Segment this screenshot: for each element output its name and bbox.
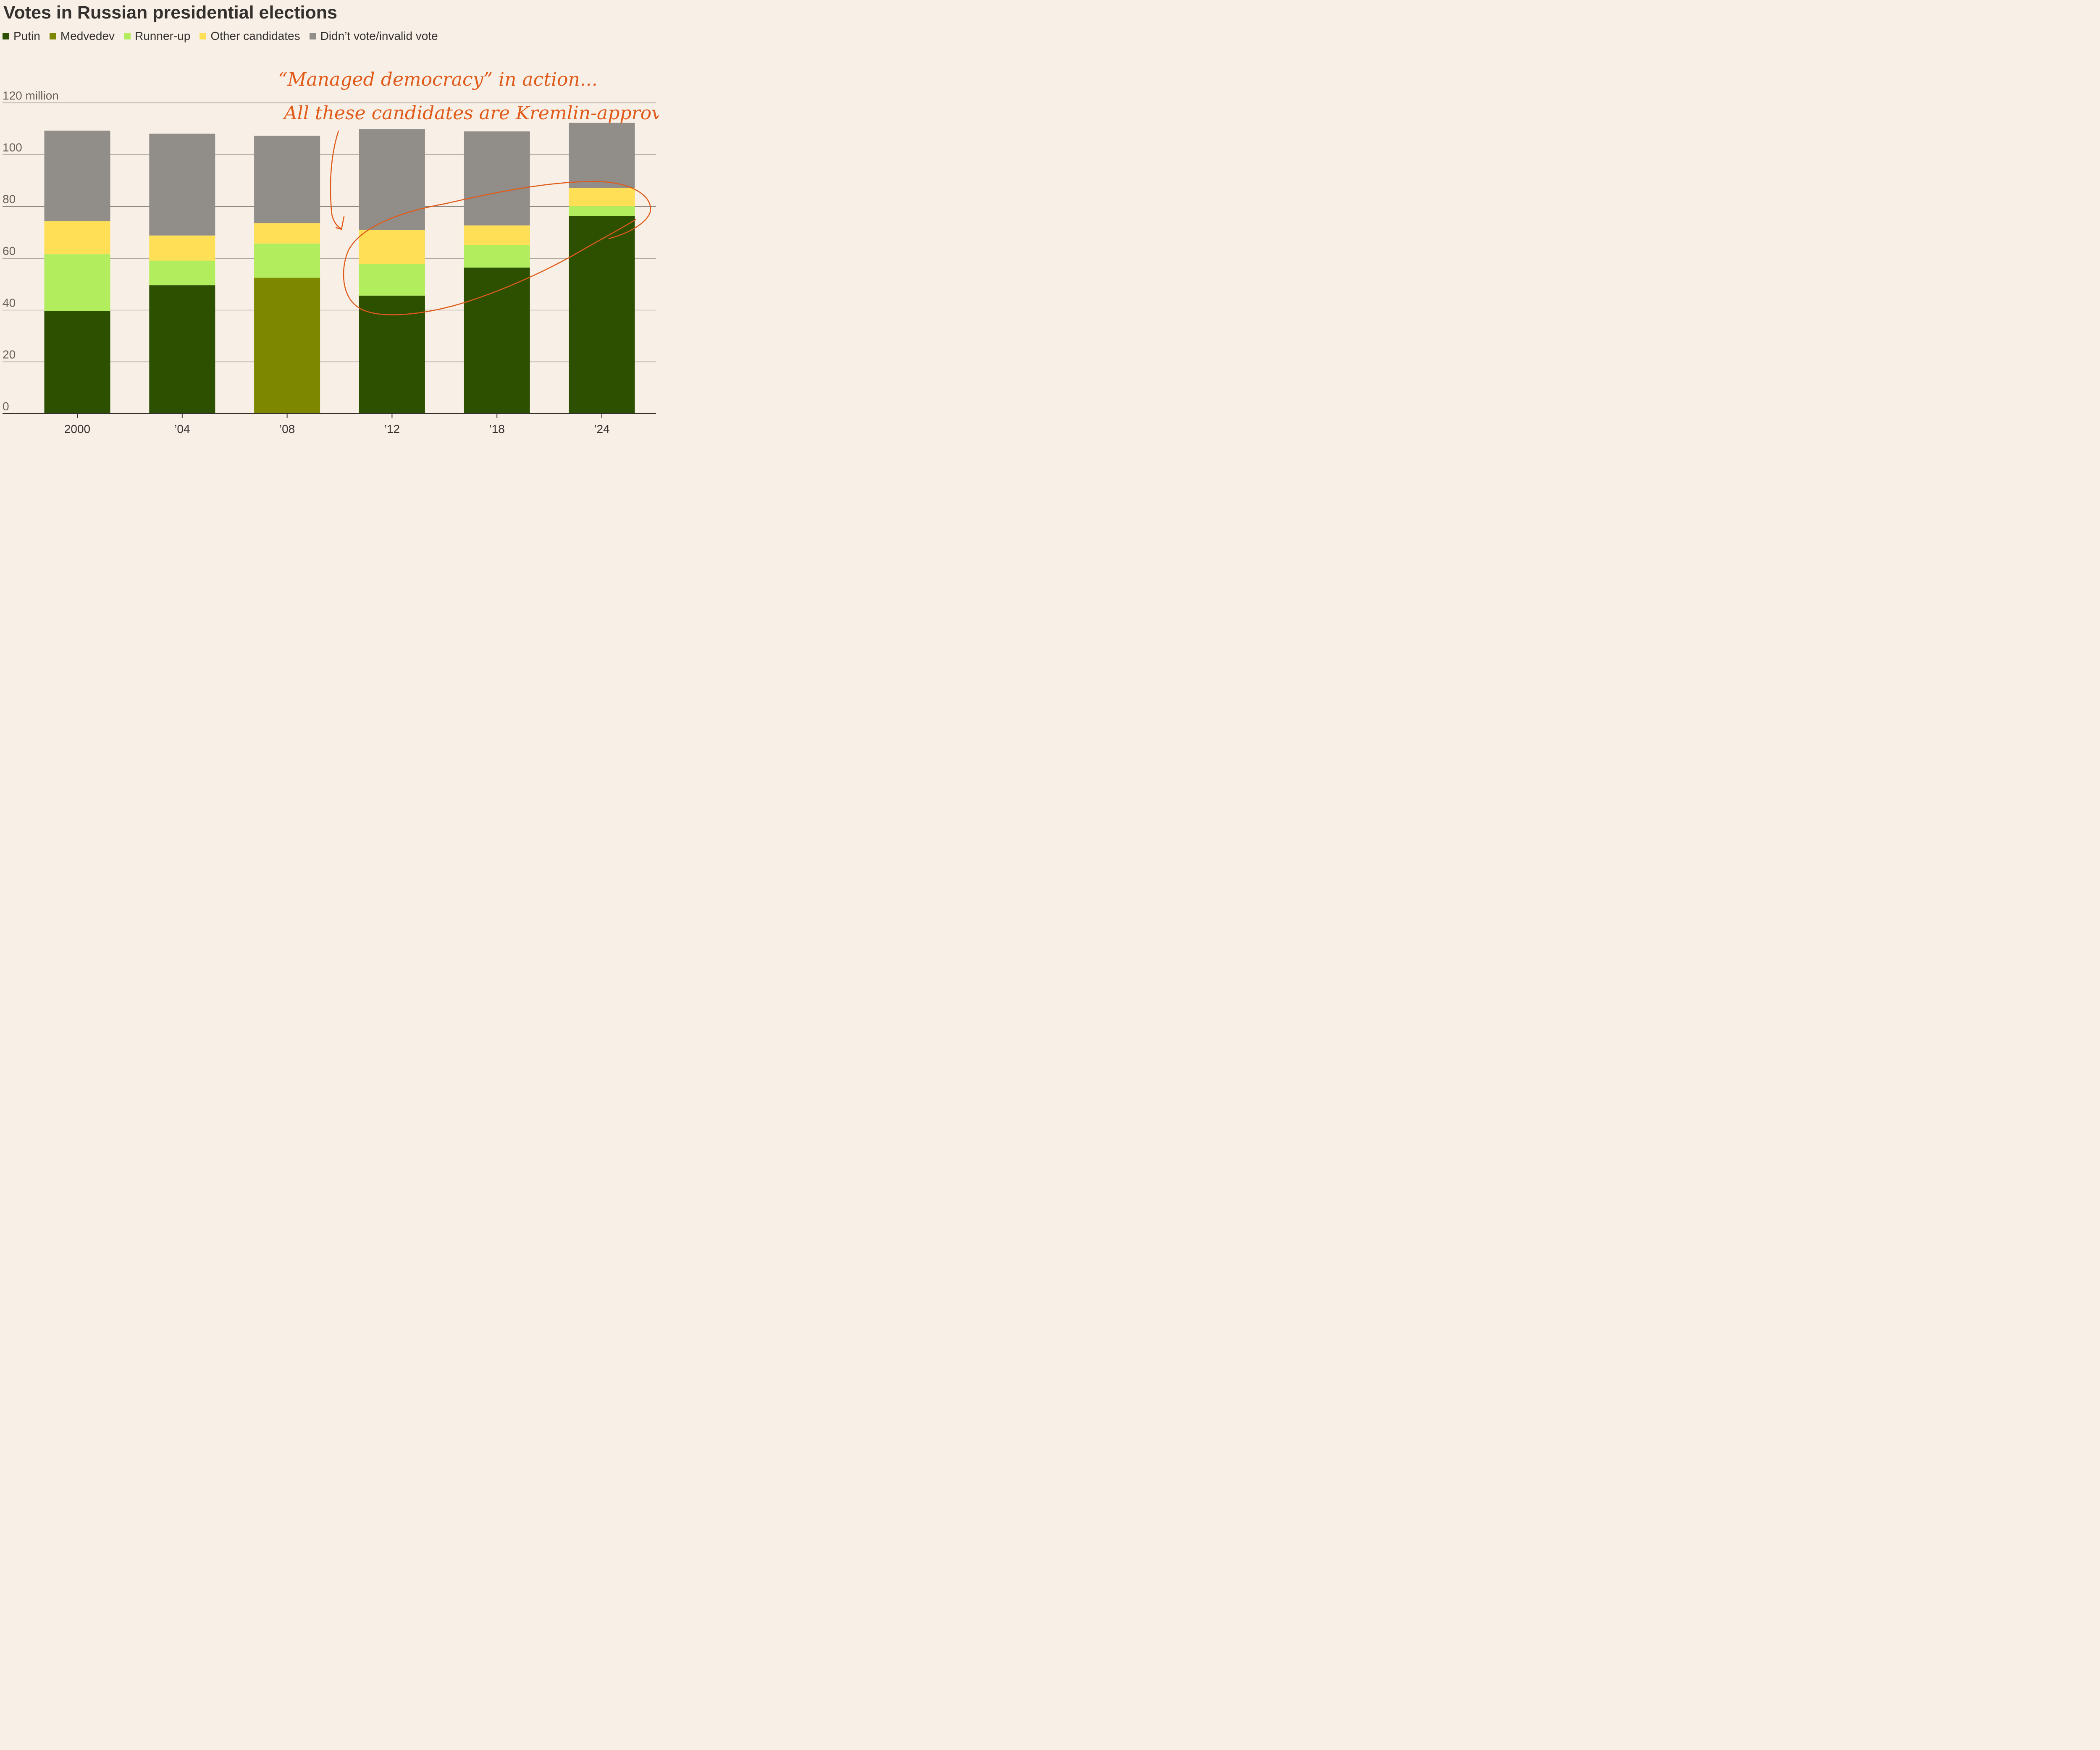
bar-08-other-candidates bbox=[254, 223, 320, 244]
y-tick-label-80: 80 bbox=[3, 193, 16, 206]
y-tick-label-40: 40 bbox=[3, 296, 16, 309]
legend-item-medvedev: Medvedev bbox=[49, 29, 115, 43]
legend: Putin Medvedev Runner-up Other candidate… bbox=[3, 29, 447, 43]
x-tick-label-08: ’08 bbox=[279, 422, 295, 436]
bar-2000-other-candidates bbox=[44, 221, 110, 254]
x-tick-label-18: ’18 bbox=[489, 422, 505, 436]
y-tick-label-20: 20 bbox=[3, 348, 16, 361]
annotation-circle bbox=[343, 181, 651, 315]
legend-swatch-putin bbox=[3, 33, 9, 39]
bar-18-putin bbox=[464, 268, 530, 414]
chart-title: Votes in Russian presidential elections bbox=[3, 3, 337, 23]
bar-24-didn-t-vote-invalid-vote bbox=[569, 123, 635, 188]
stacked-bar-chart: 0 20 40 60 80 100 120 million 2000 ’04 ’08 ’12 ’18… bbox=[3, 69, 659, 436]
legend-swatch-didnt-vote bbox=[309, 33, 316, 39]
annotation-line-1: “Managed democracy” in action... bbox=[278, 69, 598, 90]
legend-item-other-candidates: Other candidates bbox=[200, 29, 300, 43]
x-axis-ticks: 2000 ’04 ’08 ’12 ’18 ’24 bbox=[64, 414, 610, 436]
x-tick-label-24: ’24 bbox=[594, 422, 609, 436]
y-tick-label-60: 60 bbox=[3, 244, 16, 257]
bar-08-didn-t-vote-invalid-vote bbox=[254, 136, 320, 223]
bar-12-didn-t-vote-invalid-vote bbox=[359, 129, 425, 230]
legend-label-putin: Putin bbox=[13, 29, 40, 42]
y-tick-label-120: 120 million bbox=[3, 89, 59, 102]
annotation-arrowhead bbox=[335, 216, 345, 230]
bar-08-medvedev bbox=[254, 278, 320, 414]
legend-label-other-candidates: Other candidates bbox=[210, 29, 300, 42]
legend-label-didnt-vote: Didn’t vote/invalid vote bbox=[320, 29, 438, 42]
legend-swatch-other-candidates bbox=[200, 33, 207, 39]
y-tick-label-0: 0 bbox=[3, 400, 9, 413]
bar-04-putin bbox=[149, 285, 215, 414]
bar-04-runner-up bbox=[149, 260, 215, 286]
legend-item-runner-up: Runner-up bbox=[124, 29, 190, 43]
annotation-line-2: All these candidates are Kremlin-approve… bbox=[282, 102, 659, 124]
bar-2000-didn-t-vote-invalid-vote bbox=[44, 130, 110, 221]
x-tick-label-04: ’04 bbox=[174, 422, 190, 436]
x-tick-label-12: ’12 bbox=[384, 422, 400, 436]
bar-2000-putin bbox=[44, 311, 110, 414]
bar-04-didn-t-vote-invalid-vote bbox=[149, 134, 215, 236]
bar-2000-runner-up bbox=[44, 254, 110, 311]
bar-08-runner-up bbox=[254, 243, 320, 278]
bar-04-other-candidates bbox=[149, 235, 215, 261]
annotation-arrow bbox=[330, 130, 342, 229]
bar-24-other-candidates bbox=[569, 188, 635, 207]
bar-24-putin bbox=[569, 216, 635, 414]
handwritten-annotation: “Managed democracy” in action... All the… bbox=[278, 69, 659, 315]
bar-24-runner-up bbox=[569, 206, 635, 216]
bar-12-other-candidates bbox=[359, 230, 425, 264]
bar-18-other-candidates bbox=[464, 225, 530, 245]
legend-label-medvedev: Medvedev bbox=[60, 29, 115, 42]
bar-12-runner-up bbox=[359, 263, 425, 296]
legend-item-putin: Putin bbox=[3, 29, 40, 43]
y-axis-ticks: 0 20 40 60 80 100 120 million bbox=[3, 89, 59, 413]
legend-label-runner-up: Runner-up bbox=[135, 29, 191, 42]
gridlines bbox=[3, 102, 656, 362]
bars bbox=[44, 123, 635, 414]
y-tick-label-100: 100 bbox=[3, 141, 22, 154]
legend-swatch-medvedev bbox=[49, 33, 56, 39]
legend-swatch-runner-up bbox=[124, 33, 131, 39]
bar-18-didn-t-vote-invalid-vote bbox=[464, 131, 530, 226]
bar-18-runner-up bbox=[464, 245, 530, 268]
x-tick-label-2000: 2000 bbox=[64, 422, 90, 436]
legend-item-didnt-vote: Didn’t vote/invalid vote bbox=[309, 29, 438, 43]
